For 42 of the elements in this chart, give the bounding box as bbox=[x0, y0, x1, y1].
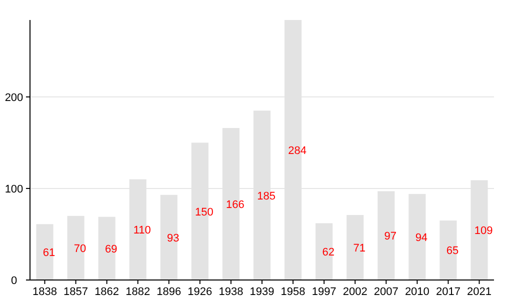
data-label: 69 bbox=[104, 243, 118, 256]
y-tick-label: 0 bbox=[10, 275, 18, 287]
data-label: 150 bbox=[195, 206, 214, 218]
data-label: 62 bbox=[322, 246, 334, 259]
data-label: 109 bbox=[474, 225, 493, 238]
bar bbox=[408, 194, 426, 280]
x-tick-label: 1896 bbox=[156, 286, 182, 298]
x-tick-label: 1882 bbox=[126, 286, 150, 298]
data-label: 94 bbox=[415, 232, 428, 244]
x-tick-label: 2021 bbox=[467, 286, 492, 298]
bar bbox=[36, 224, 54, 280]
x-tick-label: 2002 bbox=[342, 286, 368, 298]
data-label: 71 bbox=[353, 242, 366, 254]
x-tick-label: 1958 bbox=[280, 286, 306, 298]
data-label: 284 bbox=[288, 145, 306, 157]
x-tick-label: 2017 bbox=[436, 286, 460, 298]
data-label: 65 bbox=[446, 245, 459, 258]
x-tick-label: 1838 bbox=[32, 286, 57, 298]
x-tick-label: 1862 bbox=[94, 286, 120, 298]
bar bbox=[440, 220, 457, 280]
data-label: 166 bbox=[226, 199, 244, 212]
x-tick-label: 1997 bbox=[312, 286, 336, 298]
bar bbox=[98, 216, 116, 280]
y-tick-label: 200 bbox=[4, 92, 24, 104]
bar bbox=[316, 223, 333, 280]
data-label: 97 bbox=[384, 230, 397, 243]
x-tick-label: 1926 bbox=[188, 286, 212, 298]
x-tick-label: 1938 bbox=[218, 286, 244, 298]
y-tick-label: 100 bbox=[4, 183, 24, 196]
bar bbox=[67, 216, 84, 280]
bar bbox=[160, 194, 178, 280]
bar bbox=[346, 215, 364, 280]
data-label: 185 bbox=[257, 190, 276, 202]
data-label: 61 bbox=[42, 247, 56, 260]
bar bbox=[378, 191, 395, 280]
x-tick-label: 1939 bbox=[250, 286, 274, 298]
data-label: 110 bbox=[133, 224, 151, 237]
x-tick-label: 1857 bbox=[64, 286, 88, 298]
x-tick-label: 2010 bbox=[404, 286, 430, 298]
data-label: 93 bbox=[167, 232, 180, 244]
data-label: 70 bbox=[74, 242, 86, 255]
x-tick-label: 2007 bbox=[374, 286, 398, 298]
